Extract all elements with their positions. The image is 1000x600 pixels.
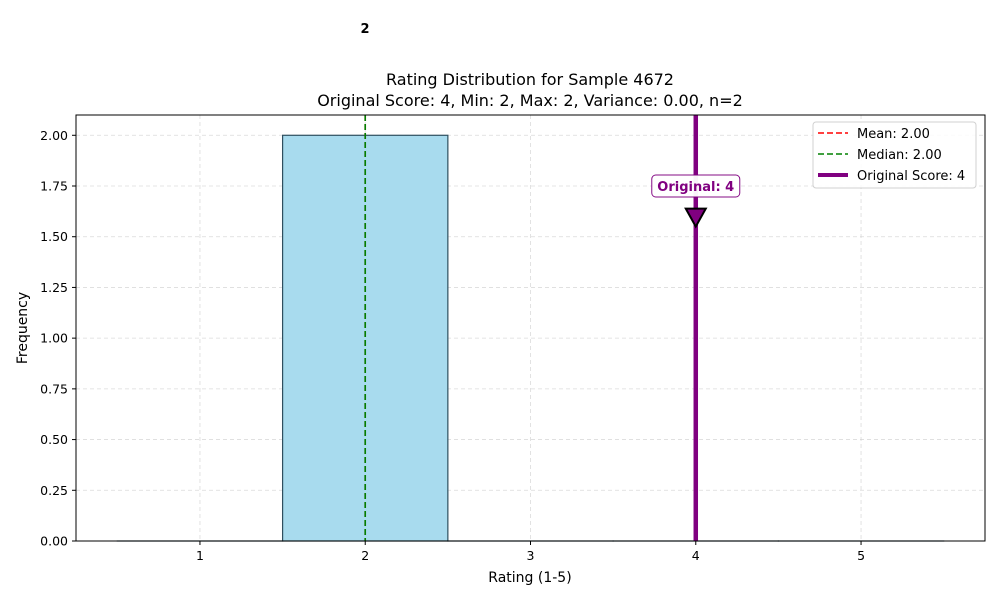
y-axis-ticks: 0.00 0.25 0.50 0.75 1.00 1.25 1.50 1.75 2.00 bbox=[40, 128, 76, 549]
y-tick-label: 2.00 bbox=[40, 128, 68, 143]
y-axis-label: Frequency bbox=[15, 292, 31, 364]
y-tick-label: 0.00 bbox=[40, 534, 68, 549]
annotation-box bbox=[651, 174, 741, 198]
legend-label: Original Score: 4 bbox=[857, 169, 965, 184]
x-tick-label: 2 bbox=[361, 548, 369, 563]
y-tick-label: 1.25 bbox=[40, 280, 68, 295]
original-score-annotation: Original: 4 bbox=[651, 174, 741, 229]
x-axis-ticks: 1 2 3 4 5 bbox=[196, 541, 865, 563]
original-marker-triangle bbox=[684, 207, 708, 229]
y-tick-label: 0.25 bbox=[40, 483, 68, 498]
x-axis-label: Rating (1-5) bbox=[488, 570, 571, 586]
annotation-label: Original: 4 bbox=[657, 180, 734, 195]
x-tick-label: 3 bbox=[527, 548, 535, 563]
bar-rating-2 bbox=[281, 134, 449, 542]
y-tick-label: 1.75 bbox=[40, 179, 68, 194]
x-tick-label: 4 bbox=[692, 548, 700, 563]
legend: Mean: 2.00 Median: 2.00 Original Score: 4 bbox=[812, 121, 977, 189]
x-tick-label: 5 bbox=[857, 548, 865, 563]
legend-label: Median: 2.00 bbox=[857, 148, 942, 163]
x-tick-label: 1 bbox=[196, 548, 204, 563]
y-tick-label: 1.50 bbox=[40, 229, 68, 244]
y-tick-label: 0.50 bbox=[40, 432, 68, 447]
bar-count-label: 2 bbox=[360, 22, 369, 37]
legend-box bbox=[812, 121, 977, 189]
chart-subtitle: Original Score: 4, Min: 2, Max: 2, Varia… bbox=[317, 91, 743, 110]
legend-label: Mean: 2.00 bbox=[857, 127, 930, 142]
chart-title: Rating Distribution for Sample 4672 bbox=[386, 70, 674, 89]
y-tick-label: 0.75 bbox=[40, 381, 68, 396]
bars bbox=[116, 134, 945, 542]
y-tick-label: 1.00 bbox=[40, 331, 68, 346]
